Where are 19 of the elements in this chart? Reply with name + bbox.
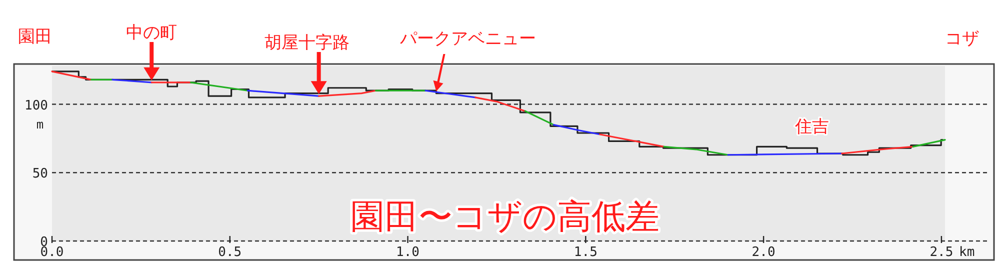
annotation: 中の町 [126, 23, 178, 80]
x-tick-label: 1.0 [396, 245, 420, 260]
y-tick-label: 100 [24, 98, 48, 114]
annotation: コザ [945, 29, 979, 49]
x-axis-title: km [959, 245, 975, 260]
x-tick-label: 2.0 [752, 245, 776, 260]
annotation: 園田 [18, 27, 52, 47]
x-tick-label: 0.5 [218, 245, 242, 260]
annotation: パークアベニュー [400, 29, 536, 92]
x-tick-label: 1.5 [574, 245, 598, 260]
annotation: パークアベニュー [399, 29, 536, 49]
y-tick-label: 50 [32, 166, 48, 182]
annotation: 中の町 [126, 23, 178, 43]
text: 園田〜コザの高低差 [350, 197, 660, 237]
annotation: 胡屋十字路 [264, 33, 350, 94]
annotation: 住吉 [795, 117, 829, 137]
annotation: 胡屋十字路 [264, 33, 350, 53]
y-axis-title: m [36, 117, 44, 132]
x-tick-label: 2.5 [930, 245, 954, 260]
